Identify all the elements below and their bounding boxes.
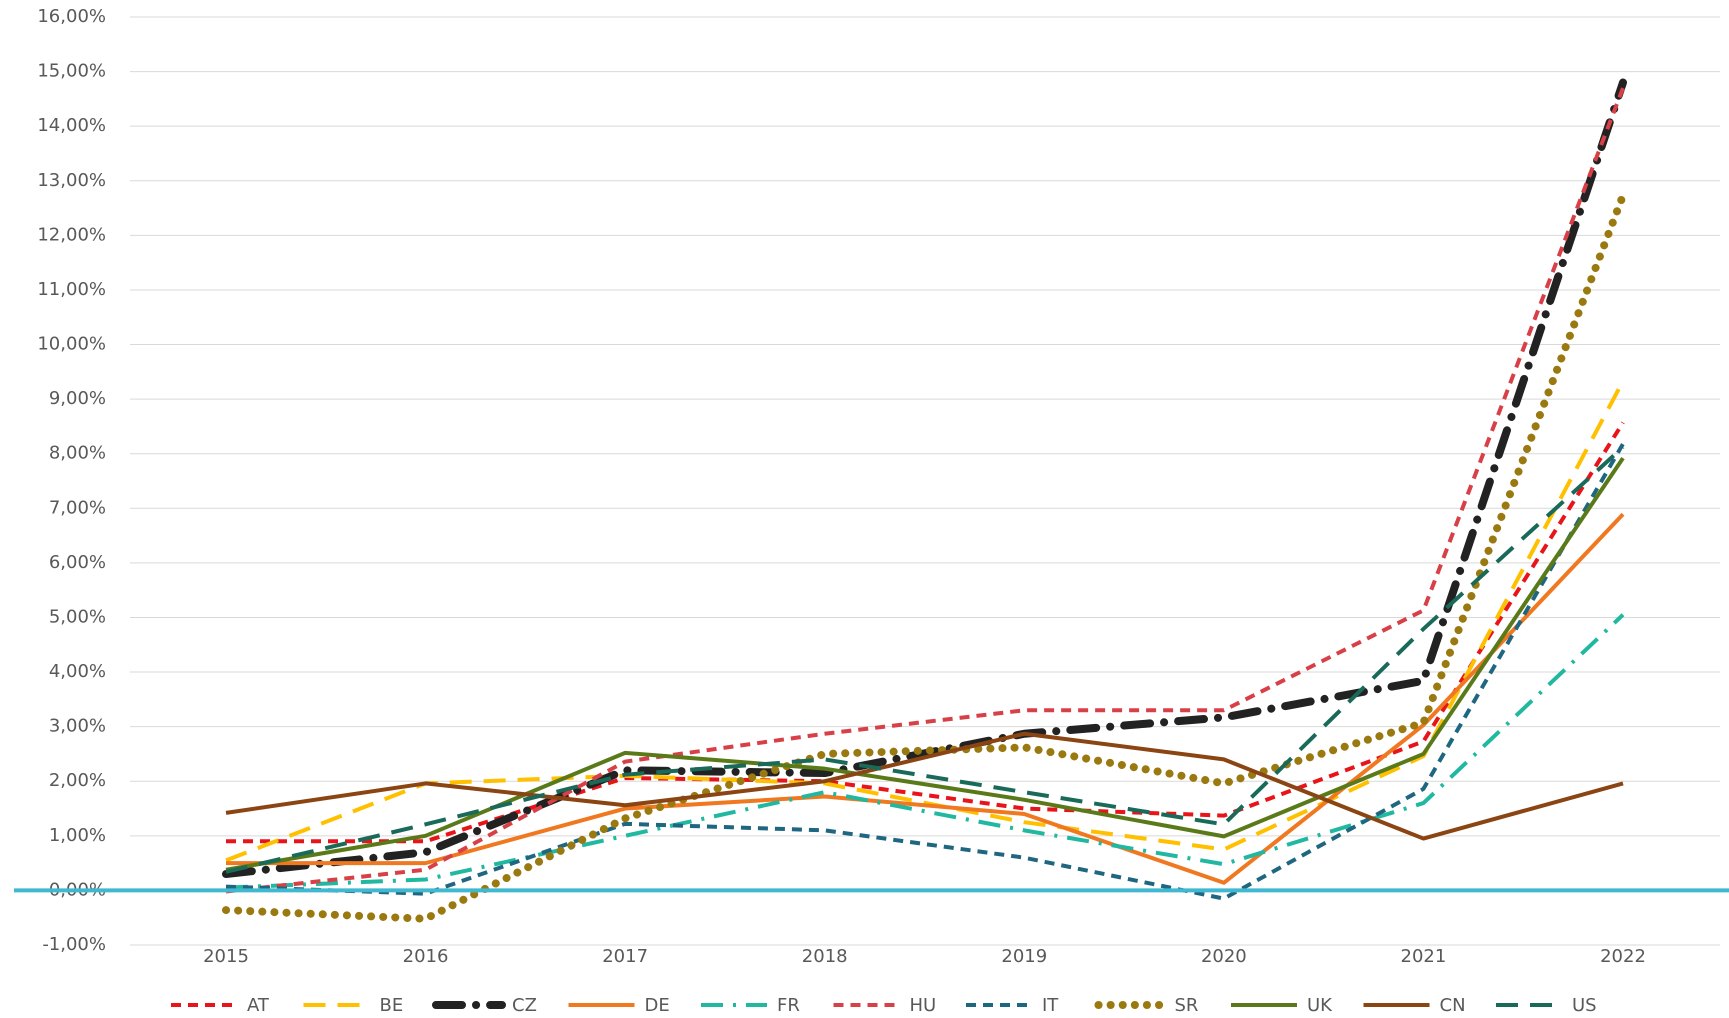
x-tick-label: 2016: [403, 946, 449, 967]
legend-label: US: [1572, 995, 1597, 1016]
legend-label: BE: [380, 995, 404, 1016]
y-tick-label: 11,00%: [37, 279, 106, 300]
y-tick-label: 10,00%: [37, 334, 106, 355]
y-tick-label: 9,00%: [49, 388, 106, 409]
y-tick-label: 1,00%: [49, 825, 106, 846]
series-line: [222, 191, 1627, 923]
series-line: [226, 421, 1625, 844]
x-tick-label: 2022: [1600, 946, 1646, 967]
legend-label: IT: [1042, 995, 1059, 1016]
legend-label: AT: [247, 995, 270, 1016]
x-tick-label: 2017: [602, 946, 648, 967]
y-tick-label: 15,00%: [37, 61, 106, 82]
y-tick-label: 13,00%: [37, 170, 106, 191]
series-line: [225, 380, 1625, 863]
y-tick-label: 3,00%: [49, 716, 106, 737]
legend-label: CZ: [512, 995, 537, 1016]
x-tick-label: 2018: [802, 946, 848, 967]
legend-label: DE: [645, 995, 670, 1016]
y-tick-label: 2,00%: [49, 770, 106, 791]
x-tick-label: 2019: [1001, 946, 1047, 967]
y-tick-label: 8,00%: [49, 443, 106, 464]
legend-label: FR: [777, 995, 800, 1016]
series-line: [225, 731, 1624, 841]
series-line: [225, 87, 1625, 894]
legend-label: CN: [1440, 995, 1466, 1016]
series-line: [225, 445, 1625, 874]
y-tick-label: 5,00%: [49, 606, 106, 627]
y-tick-label: 6,00%: [49, 552, 106, 573]
series-line: [222, 78, 1627, 879]
series-line: [225, 613, 1625, 890]
legend-label: HU: [910, 995, 937, 1016]
y-tick-label: 14,00%: [37, 115, 106, 136]
x-tick-label: 2020: [1201, 946, 1247, 967]
x-tick-label: 2015: [203, 946, 249, 967]
y-tick-label: 7,00%: [49, 497, 106, 518]
series-line: [226, 512, 1625, 885]
y-tick-label: 12,00%: [37, 224, 106, 245]
legend-label: UK: [1307, 995, 1333, 1016]
series-line: [225, 456, 1625, 872]
y-tick-label: -1,00%: [42, 934, 106, 955]
legend-label: SR: [1175, 995, 1199, 1016]
y-tick-label: 4,00%: [49, 661, 106, 682]
x-tick-label: 2021: [1401, 946, 1447, 967]
y-tick-label: 16,00%: [37, 6, 106, 27]
